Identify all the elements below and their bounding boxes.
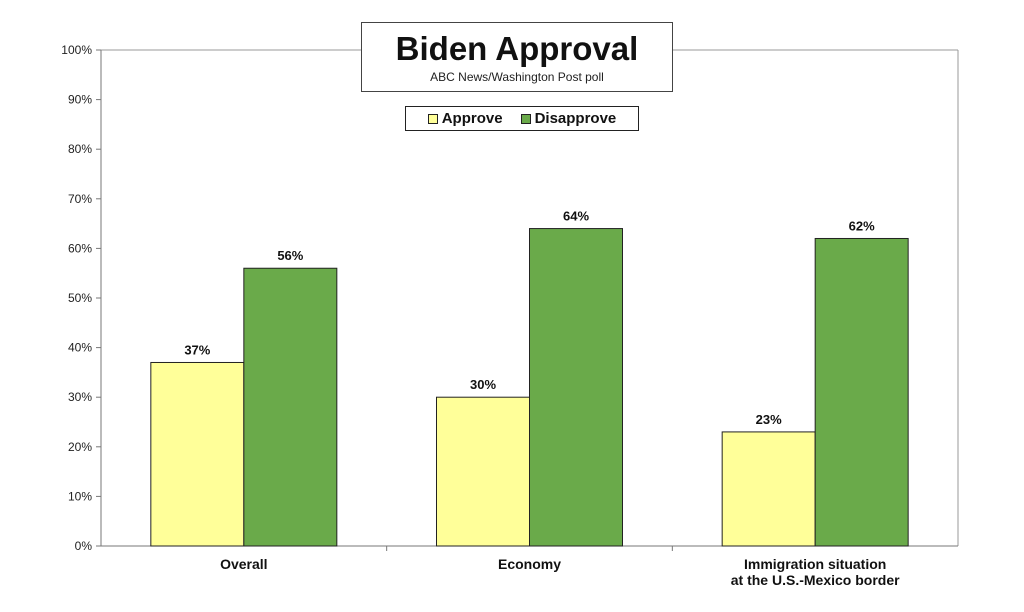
y-tick-label: 10%: [68, 489, 92, 503]
x-category-label: Immigration situation at the U.S.-Mexico …: [731, 556, 900, 588]
data-label: 30%: [470, 377, 496, 392]
y-tick-label: 90%: [68, 93, 92, 107]
data-label: 37%: [184, 342, 210, 357]
y-tick-label: 100%: [61, 43, 92, 57]
bar-approve: [436, 396, 530, 547]
legend-swatch-disapprove: [520, 113, 531, 124]
data-label: 64%: [563, 209, 589, 224]
x-category-label: Economy: [498, 556, 561, 572]
data-label: 23%: [756, 412, 782, 427]
data-label: 62%: [849, 218, 875, 233]
bar-approve: [150, 361, 245, 547]
chart-title: Biden Approval: [395, 30, 639, 67]
legend-label-disapprove: Disapprove: [534, 110, 617, 127]
y-tick-label: 40%: [68, 341, 92, 355]
y-tick-label: 50%: [68, 291, 92, 305]
y-tick-label: 20%: [68, 440, 92, 454]
legend-item-disapprove: Disapprove: [520, 110, 617, 127]
legend-swatch-approve: [427, 113, 438, 124]
y-tick-label: 0%: [75, 539, 93, 553]
y-tick-label: 80%: [68, 142, 92, 156]
legend: Approve Disapprove: [405, 106, 639, 131]
legend-item-approve: Approve: [427, 110, 503, 127]
legend-label-approve: Approve: [441, 110, 503, 127]
chart-title-box: Biden Approval ABC News/Washington Post …: [361, 22, 673, 92]
y-tick-label: 60%: [68, 241, 92, 255]
bar-disapprove: [814, 237, 909, 547]
bar-disapprove: [243, 267, 338, 547]
bar-disapprove: [529, 228, 623, 547]
x-category-label: Overall: [220, 556, 267, 572]
chart-subtitle: ABC News/Washington Post poll: [430, 70, 604, 84]
y-tick-label: 70%: [68, 192, 92, 206]
bar-approve: [721, 431, 816, 547]
y-tick-label: 30%: [68, 390, 92, 404]
data-label: 56%: [277, 248, 303, 263]
